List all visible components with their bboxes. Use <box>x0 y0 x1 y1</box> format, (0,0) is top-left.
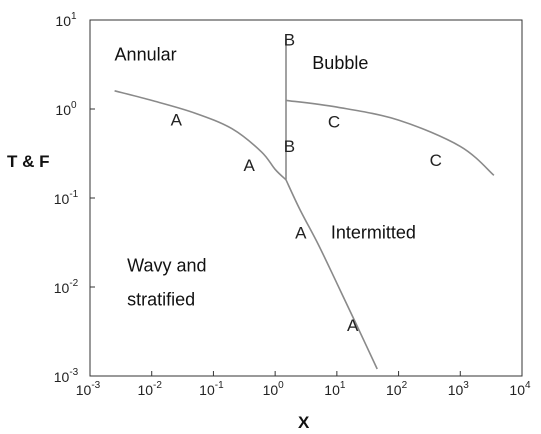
curve-letter: C <box>328 112 340 131</box>
plot-frame <box>89 19 523 377</box>
x-tick-label: 10-3 <box>76 380 101 398</box>
x-tick-label: 104 <box>509 380 531 398</box>
x-tick-label: 10-2 <box>137 380 162 398</box>
x-tick-label: 102 <box>386 380 408 398</box>
curve-c <box>285 99 495 176</box>
region-label: stratified <box>127 289 195 309</box>
curve-letter: A <box>171 111 183 130</box>
x-tick-label: 101 <box>324 380 346 398</box>
curve-a-lower <box>285 179 378 370</box>
region-label: Bubble <box>312 53 368 73</box>
y-tick-label: 10-3 <box>54 367 79 385</box>
curve-letter: C <box>430 151 442 170</box>
y-tick-label: 101 <box>55 11 77 29</box>
curve-letter: B <box>284 137 295 156</box>
y-tick-labels: 10-3 10-2 10-1 100 101 <box>54 11 95 385</box>
curve-letter: A <box>244 156 256 175</box>
region-label: Intermitted <box>331 223 416 243</box>
x-axis-title: X <box>298 413 310 432</box>
x-tick-label: 103 <box>448 380 470 398</box>
x-tick-label: 100 <box>263 380 285 398</box>
region-label: Wavy and <box>127 255 206 275</box>
y-axis-title: T & F <box>7 152 50 171</box>
y-tick-label: 10-1 <box>54 189 79 207</box>
x-tick-labels: 10-3 10-2 10-1 100 101 102 103 104 <box>76 371 531 398</box>
y-tick-label: 10-2 <box>54 278 79 296</box>
x-tick-label: 10-1 <box>199 380 224 398</box>
curve-letter: B <box>284 30 295 49</box>
curve-labels: A A A A B B C C <box>171 30 442 335</box>
curve-letter: A <box>347 316 359 335</box>
region-labels: Annular Bubble Intermitted Wavy and stratifi… <box>115 45 416 310</box>
boundary-curves <box>114 39 495 370</box>
y-tick-label: 100 <box>55 100 77 118</box>
region-label: Annular <box>115 45 177 65</box>
curve-letter: A <box>295 224 307 243</box>
curve-a-upper <box>114 90 287 181</box>
